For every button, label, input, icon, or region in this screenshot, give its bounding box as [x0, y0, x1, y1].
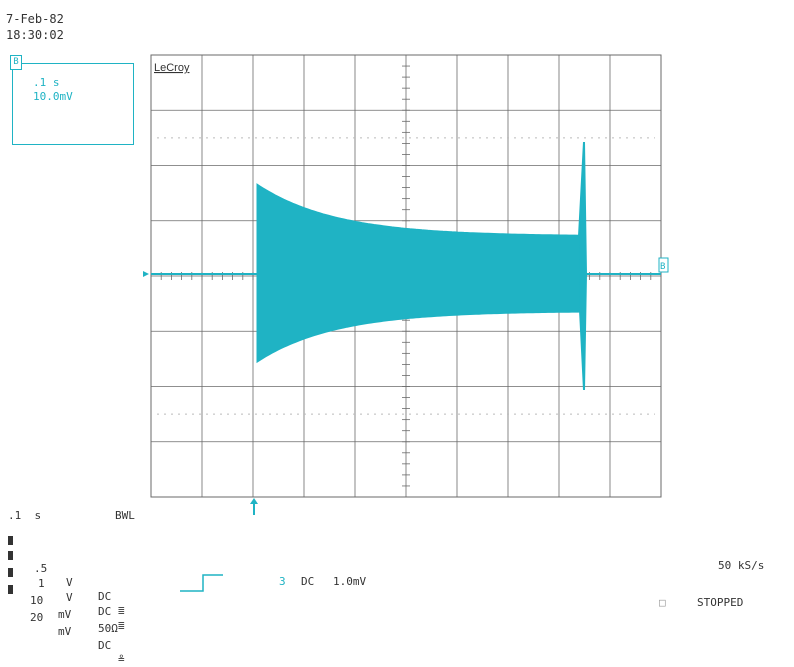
- trace-label: B: [660, 262, 665, 272]
- ch3-value: 10: [30, 594, 44, 607]
- ch3-coupling: 50Ω: [98, 622, 118, 635]
- ch1-unit: V: [66, 576, 73, 589]
- channel-volts-per-div: 10.0mV: [33, 90, 73, 103]
- ch4-coupling-icon: ≗: [118, 653, 125, 666]
- channel-row-4[interactable]: 20 mV DC ≗: [8, 583, 125, 667]
- channel-time-per-div: .1 s: [33, 76, 60, 89]
- channel-info-box[interactable]: B .1 s 10.0mV: [10, 55, 134, 145]
- ch1-coupling: DC: [98, 590, 112, 603]
- stop-indicator-icon: □: [659, 596, 666, 609]
- date-label: 7-Feb-82: [6, 12, 64, 26]
- ch4-coupling: DC: [98, 639, 112, 652]
- ch1-value: .5: [34, 562, 48, 575]
- ground-marker-icon: [143, 271, 149, 277]
- trigger-level: 1.0mV: [333, 575, 367, 588]
- ch4-unit: mV: [58, 625, 72, 638]
- channel-1-icon: [8, 536, 13, 545]
- ch2-value: 1: [38, 577, 45, 590]
- trigger-marker-icon[interactable]: [250, 498, 258, 515]
- channel-b-icon: B: [10, 55, 22, 70]
- ch2-unit: V: [66, 591, 73, 604]
- oscilloscope-display: LeCroy B: [143, 54, 669, 592]
- trigger-coupling: DC: [301, 575, 315, 588]
- trace-spike: [578, 141, 588, 391]
- brand-label: LeCroy: [154, 62, 190, 74]
- ch4-value: 20: [30, 611, 44, 624]
- ch3-unit: mV: [58, 608, 72, 621]
- channel-3-icon: [8, 568, 13, 577]
- waveform-trace: [151, 141, 661, 391]
- channel-2-icon: [8, 551, 13, 560]
- ch2-coupling: DC: [98, 605, 112, 618]
- trace-burst: [256, 183, 584, 364]
- trigger-channel: 3: [279, 575, 286, 588]
- timebase-label: .1 s: [8, 509, 42, 522]
- time-label: 18:30:02: [6, 28, 64, 42]
- ch1-coupling-icon: ≣: [118, 604, 125, 617]
- trigger-edge-icon: [180, 574, 223, 592]
- ch2-coupling-icon: ≣: [118, 619, 125, 632]
- trace-label-icon: B: [658, 257, 669, 273]
- sample-rate: 50 kS/s: [718, 559, 765, 572]
- status-label: STOPPED: [697, 596, 744, 609]
- channel-4-icon: [8, 585, 13, 594]
- bwl-label: BWL: [115, 509, 135, 522]
